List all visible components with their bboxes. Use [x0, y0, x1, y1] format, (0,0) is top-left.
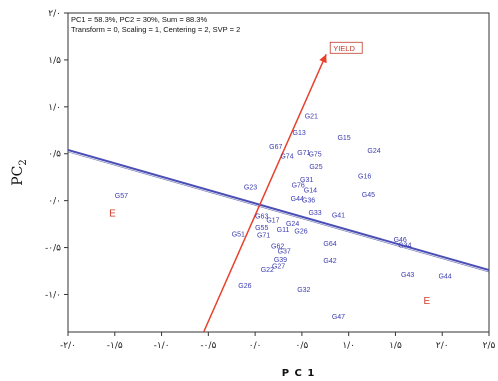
genotype-label-g44b: G44 — [438, 274, 451, 281]
x-tick-label: -۲/۰ — [60, 341, 76, 351]
genotype-label-g17: G17 — [266, 217, 279, 224]
genotype-label-g36: G36 — [302, 198, 315, 205]
genotype-label-g37: G37 — [278, 248, 291, 255]
x-tick-label: -۰/۵ — [200, 341, 216, 351]
genotype-label-g33: G33 — [308, 210, 321, 217]
y-tick-label: ۰/۰ — [48, 197, 61, 207]
genotype-label-g23: G23 — [244, 185, 257, 192]
x-axis-title: P C 1 — [282, 368, 316, 379]
plot-content: YIELDG21G13G15G24G67G74G71G75G25G31G16G7… — [68, 41, 489, 332]
genotype-label-g26b: G26 — [238, 283, 251, 290]
environment-label-2: E — [424, 296, 431, 307]
y-axis-title: PC2 — [10, 159, 29, 186]
environment-label-1: E — [109, 209, 116, 220]
genotype-label-g16: G16 — [358, 173, 371, 180]
genotype-label-g21: G21 — [305, 113, 318, 120]
genotype-label-g14: G14 — [304, 187, 317, 194]
genotype-label-g11: G11 — [277, 227, 290, 234]
genotype-label-g71: G71 — [297, 150, 310, 157]
plot-frame — [67, 12, 490, 333]
genotype-label-g45: G45 — [362, 192, 375, 199]
genotype-label-g46: G46 — [394, 237, 407, 244]
genotype-label-g75: G75 — [308, 152, 321, 159]
genotype-label-g41: G41 — [332, 213, 345, 220]
genotype-label-g13: G13 — [293, 130, 306, 137]
yield-label: YIELD — [333, 44, 355, 53]
y-tick-label: ۰/۵ — [48, 150, 61, 160]
genotype-label-g27: G27 — [272, 263, 285, 270]
genotype-label-g39: G39 — [274, 257, 287, 264]
genotype-label-g24b: G24 — [286, 221, 299, 228]
genotype-label-g26: G26 — [294, 229, 307, 236]
genotype-label-g67: G67 — [269, 144, 282, 151]
genotype-label-g55: G55 — [255, 225, 268, 232]
genotype-label-g22: G22 — [261, 267, 274, 274]
x-tick-label: -۱/۰ — [154, 341, 170, 351]
y-tick-label: ۲/۰ — [48, 9, 61, 19]
y-tick-label: ۱/۰ — [48, 103, 61, 113]
x-tick-label: ۱/۵ — [389, 341, 402, 351]
y-tick-label: -۰/۵ — [45, 244, 61, 254]
genotype-label-g62: G62 — [271, 244, 284, 251]
genotype-label-g25: G25 — [309, 164, 322, 171]
x-tick-label: ۲/۰ — [436, 341, 449, 351]
genotype-label-g32: G32 — [297, 287, 310, 294]
x-tick-label: ۰/۵ — [296, 341, 309, 351]
y-tick-label: ۱/۵ — [48, 56, 61, 66]
x-tick-label: ۱/۰ — [342, 341, 355, 351]
genotype-label-g31: G31 — [300, 177, 313, 184]
genotype-label-g57: G57 — [115, 193, 128, 200]
genotype-label-g63: G63 — [255, 214, 268, 221]
genotype-label-g42: G42 — [323, 258, 336, 265]
genotype-label-g74: G74 — [280, 154, 293, 161]
info-line-2: Transform = 0, Scaling = 1, Centering = … — [71, 25, 240, 34]
x-tick-label: ۰/۰ — [249, 341, 262, 351]
x-tick-label: -۱/۵ — [107, 341, 123, 351]
genotype-label-g47: G47 — [332, 314, 345, 321]
genotype-label-g15: G15 — [337, 135, 350, 142]
genotype-label-g24: G24 — [367, 148, 380, 155]
genotype-label-g43: G43 — [401, 272, 414, 279]
x-tick-label: ۲/۵ — [483, 341, 496, 351]
yield-vector — [202, 53, 327, 332]
genotype-label-g44: G44 — [291, 196, 304, 203]
y-tick-label: -۱/۰ — [45, 290, 61, 300]
genotype-label-g34: G34 — [398, 243, 411, 250]
yield-label-box — [329, 41, 363, 54]
genotype-label-g76: G76 — [292, 183, 305, 190]
average-environment-line — [68, 149, 489, 272]
yield-vector-arrowhead — [319, 54, 327, 64]
genotype-label-g71b: G71 — [257, 232, 270, 239]
genotype-label-g51: G51 — [232, 231, 245, 238]
average-environment-line-shadow — [68, 151, 489, 273]
info-line-1: PC1 = 58.3%, PC2 = 30%, Sum = 88.3% — [71, 15, 207, 24]
genotype-label-g64: G64 — [323, 241, 336, 248]
